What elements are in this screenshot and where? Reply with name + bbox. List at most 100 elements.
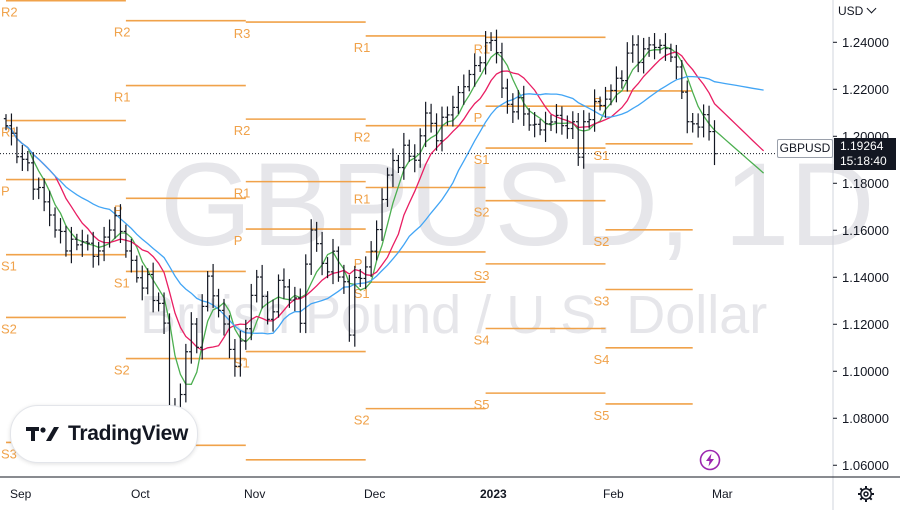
watermark-title: GBPUSD, 1D [160, 139, 875, 271]
ohlc-bar [494, 29, 499, 64]
x-tick-label: Mar [712, 487, 733, 501]
ohlc-bar [145, 268, 150, 295]
x-tick-label: 2023 [480, 487, 507, 501]
y-tick-label: 1.06000 [842, 458, 889, 473]
ohlc-bar [319, 231, 325, 276]
pivot-label: S1 [594, 148, 610, 163]
pivot-label: S1 [114, 275, 130, 290]
ohlc-bar [483, 31, 488, 75]
ohlc-bar [363, 256, 368, 290]
ohlc-bar [200, 294, 205, 360]
pivot-label: S5 [474, 397, 490, 412]
moving-averages [5, 46, 765, 385]
pivot-label: P [114, 202, 123, 217]
ohlc-bar [249, 283, 254, 341]
ohlc-bar [706, 105, 712, 141]
ohlc-bar [625, 42, 630, 92]
pivot-label: P [354, 256, 363, 271]
lightning-alert-icon[interactable] [699, 449, 721, 471]
ohlc-bar [298, 288, 303, 333]
ohlc-bar [505, 78, 510, 114]
pivot-label: P [474, 110, 483, 125]
ohlc-bar [390, 148, 396, 188]
x-tick-label: Feb [603, 487, 624, 501]
ohlc-bar [330, 238, 336, 285]
moving-average-5 [5, 46, 765, 385]
ohlc-bar [401, 132, 407, 180]
y-tick-label: 1.10000 [842, 364, 889, 379]
ohlc-bar [58, 218, 63, 244]
y-tick-label: 1.16000 [842, 223, 889, 238]
pivot-label: S3 [474, 268, 490, 283]
ohlc-bar [499, 42, 505, 98]
ohlc-bar [477, 56, 483, 72]
x-tick-label: Sep [10, 487, 32, 501]
pivot-label: P [234, 233, 243, 248]
tradingview-logo-badge[interactable]: TradingView [10, 405, 198, 463]
ohlc-bar [227, 315, 232, 359]
ohlc-bar [434, 113, 439, 151]
y-tick-label: 1.12000 [842, 317, 889, 332]
ohlc-bar [385, 167, 390, 207]
ohlc-bar [559, 106, 565, 135]
ohlc-bar [674, 44, 679, 80]
ohlc-bar [467, 69, 472, 92]
ohlc-bar [129, 238, 134, 273]
ohlc-bar [287, 279, 292, 308]
gear-icon[interactable] [856, 484, 876, 504]
ohlc-bars [3, 29, 717, 455]
ohlc-bar [548, 114, 554, 132]
pivot-label: S1 [234, 356, 250, 371]
ohlc-bar [516, 90, 521, 120]
y-axis-ticks: 1.06000 1.08000 1.10000 1.12000 1.14000 1.160… [833, 35, 889, 473]
ohlc-bar [641, 37, 646, 74]
ohlc-bar [418, 128, 423, 168]
ohlc-bar [107, 219, 112, 248]
ohlc-bar [210, 263, 216, 308]
currency-selector[interactable]: USD [838, 3, 877, 18]
ohlc-bar [9, 113, 14, 146]
y-tick-label: 1.22000 [842, 82, 889, 97]
ohlc-bar [194, 318, 199, 354]
ohlc-bar [636, 35, 641, 73]
pivot-label: S2 [354, 413, 370, 428]
last-price-value: 1.19264 [840, 139, 884, 153]
ohlc-bar [450, 95, 456, 127]
ohlc-bar [25, 150, 30, 172]
ohlc-bar [52, 207, 58, 238]
ohlc-bar [341, 264, 347, 294]
ohlc-bar [36, 177, 41, 200]
ohlc-bar [527, 108, 532, 131]
ohlc-bar [74, 233, 80, 251]
ohlc-bar [379, 188, 385, 241]
ohlc-bar [281, 268, 287, 299]
y-tick-label: 1.18000 [842, 176, 889, 191]
ohlc-bar [134, 255, 139, 283]
pivot-label: S1 [354, 286, 370, 301]
ohlc-bar [221, 298, 227, 336]
ohlc-bar [597, 96, 603, 111]
ohlc-bar [265, 291, 270, 325]
ohlc-bar [347, 275, 352, 342]
x-tick-label: Nov [244, 487, 265, 501]
ohlc-bar [232, 339, 238, 377]
pivot-label: P [594, 95, 603, 110]
bar-countdown: 15:18:40 [840, 154, 887, 168]
ohlc-bar [85, 234, 90, 251]
pivot-label: S4 [594, 352, 610, 367]
pivot-label: R2 [114, 25, 131, 40]
ohlc-bar [123, 224, 129, 258]
ohlc-bar [679, 60, 684, 100]
pivot-label: R3 [234, 26, 251, 41]
pivot-label: R1 [474, 41, 491, 56]
pivot-label: S2 [594, 234, 610, 249]
pivot-label: S2 [114, 363, 130, 378]
ohlc-bar [608, 84, 614, 106]
ohlc-bar [412, 144, 417, 173]
ohlc-bar [47, 190, 52, 227]
pivot-label: S4 [474, 332, 490, 347]
ohlc-bar [118, 204, 123, 244]
pivot-label: S5 [594, 408, 610, 423]
